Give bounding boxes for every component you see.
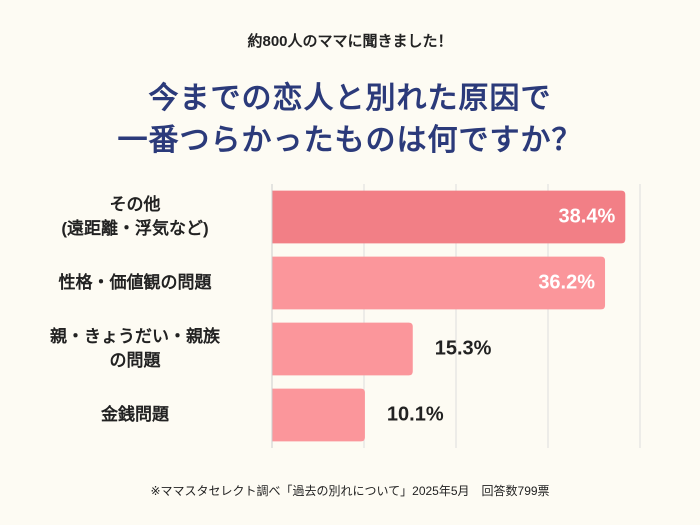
- value-label: 36.2%: [538, 271, 595, 293]
- subtitle: 約800人のママに聞きました！: [247, 33, 453, 50]
- category-label: 親・きょうだい・親族 の問題: [50, 327, 220, 370]
- value-label: 10.1%: [387, 403, 444, 425]
- value-label: 15.3%: [435, 337, 492, 359]
- bar: [272, 190, 626, 244]
- value-label: 38.4%: [559, 205, 616, 227]
- bar: [272, 322, 413, 376]
- category-label: 性格・価値観の問題: [58, 273, 212, 292]
- footnote: ※ママスタセレクト調べ「過去の別れについて」2025年5月 回答数799票: [150, 484, 550, 498]
- bar: [272, 256, 606, 310]
- category-label: その他 (遠距離・浮気など): [61, 195, 209, 238]
- category-label: 金銭問題: [101, 405, 169, 424]
- chart-title: 今までの恋人と別れた原因で 一番つらかったものは何ですか？: [117, 82, 583, 157]
- bar: [272, 388, 365, 442]
